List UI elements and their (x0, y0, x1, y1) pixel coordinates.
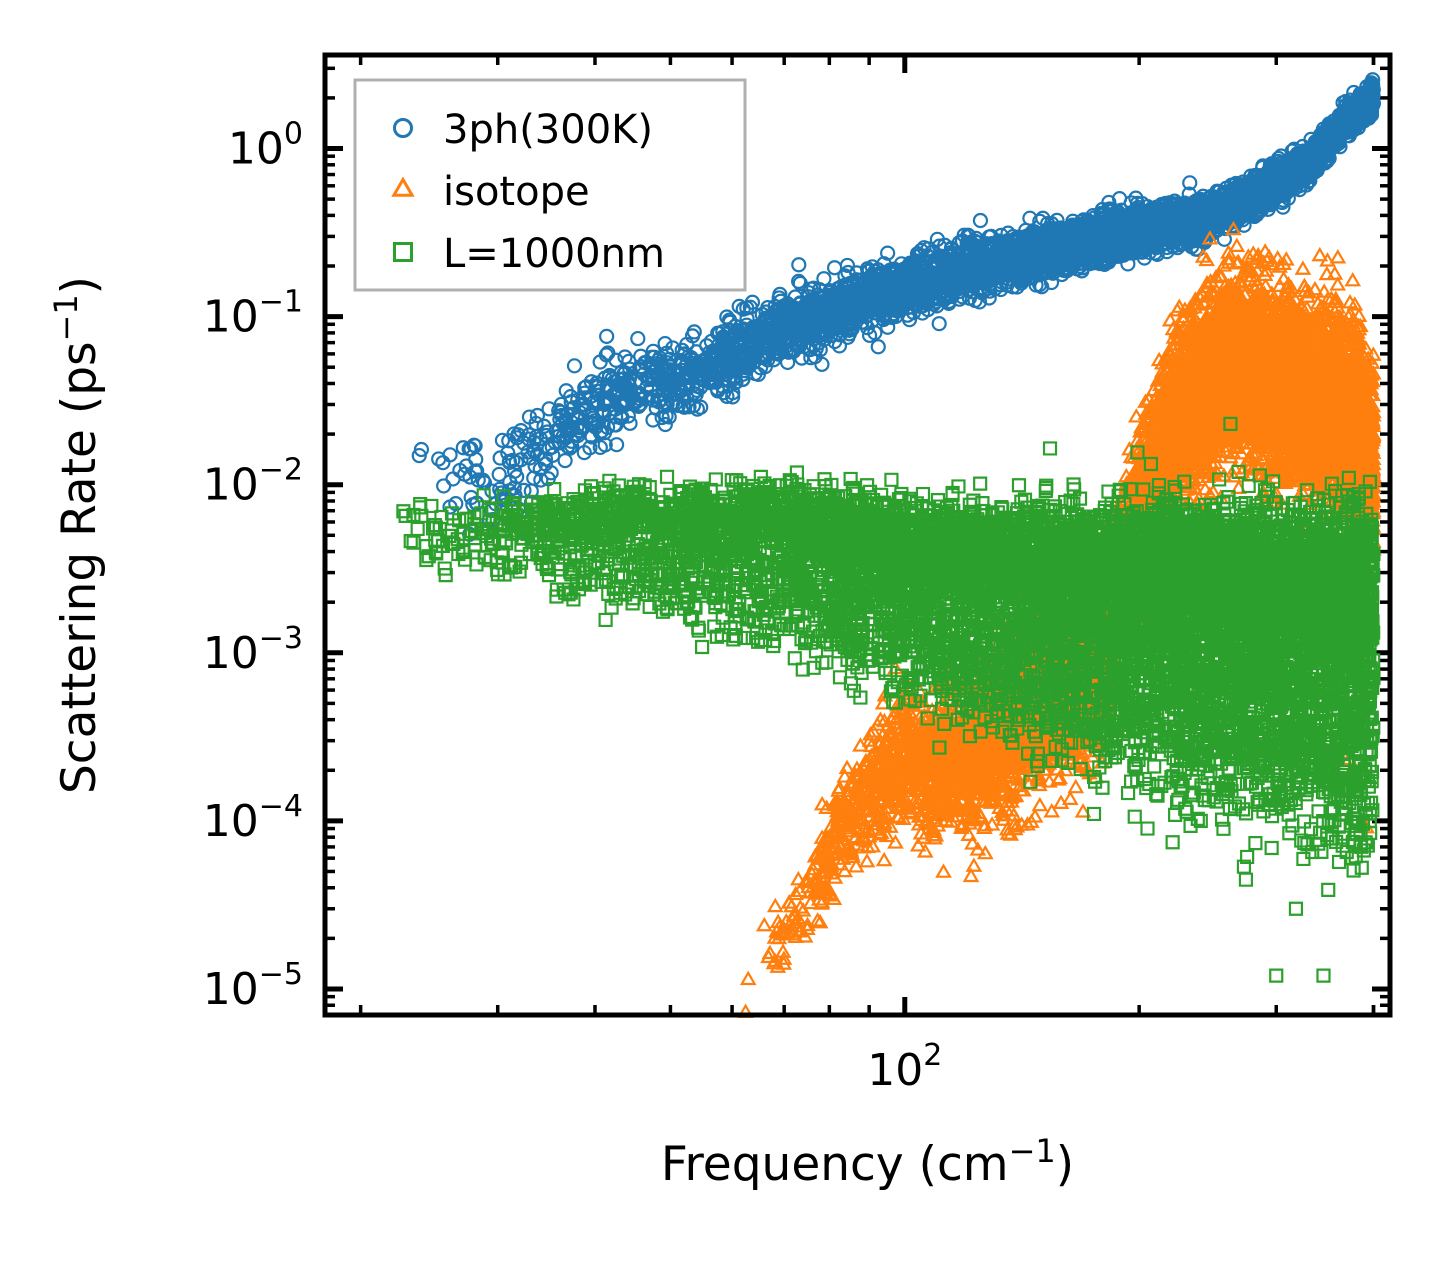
legend-entry-label: 3ph(300K) (443, 107, 653, 153)
x-axis-title: Frequency (cm−1) (661, 1132, 1074, 1192)
legend-entry-3ph-300k-[interactable]: 3ph(300K) (392, 107, 653, 153)
legend-entry-label: L=1000nm (443, 231, 665, 277)
tick-label: 10−1 (203, 285, 303, 343)
data-series-layer (396, 72, 1382, 1018)
tick-label: 10−3 (203, 621, 303, 679)
tick-label: 10−4 (203, 789, 303, 847)
axis-titles: Frequency (cm−1) Scattering Rate (ps−1) (47, 276, 1074, 1192)
legend-entry-l-1000nm[interactable]: L=1000nm (393, 231, 665, 277)
y-axis-title: Scattering Rate (ps−1) (47, 276, 107, 794)
legend[interactable]: 3ph(300K) isotope L=1000nm (353, 78, 747, 292)
series-3ph-300k- (411, 72, 1382, 542)
tick-label: 10−5 (203, 957, 303, 1015)
legend-box (353, 78, 747, 292)
legend-marker-circle-icon (392, 118, 414, 138)
legend-entry-isotope[interactable]: isotope (391, 169, 590, 215)
tick-label: 10−2 (203, 453, 303, 511)
legend-marker-square-icon (393, 242, 413, 262)
plot-frame (322, 52, 1393, 1018)
series-l-1000nm (396, 416, 1381, 983)
tick-label: 100 (228, 117, 303, 175)
tick-labels: 100 10−1 10−2 10−3 10−4 10−5 102 (203, 117, 943, 1096)
legend-marker-triangle-icon (391, 176, 415, 197)
tick-label: 102 (867, 1038, 942, 1096)
legend-entry-label: isotope (443, 169, 590, 215)
